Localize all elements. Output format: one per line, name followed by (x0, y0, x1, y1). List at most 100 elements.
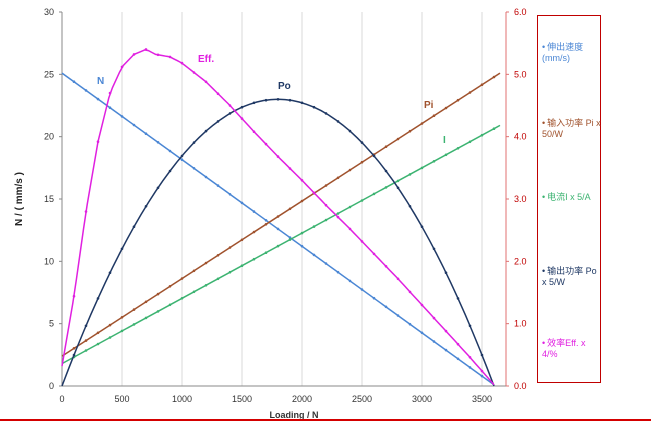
data-point (360, 240, 364, 243)
data-point (360, 160, 364, 164)
data-point (396, 137, 400, 141)
series-line-po (61, 98, 495, 387)
data-point (132, 225, 136, 228)
data-point (468, 91, 472, 94)
y-right-tick-label: 6.0 (514, 7, 527, 17)
data-point (480, 353, 484, 357)
data-point (120, 115, 124, 118)
data-point (180, 297, 184, 300)
data-point (120, 65, 124, 69)
data-point (192, 167, 196, 170)
data-point (144, 132, 148, 135)
data-point (276, 98, 280, 101)
legend-marker-icon: • (542, 338, 546, 348)
series-label-n: N (97, 76, 104, 87)
data-point (168, 55, 172, 59)
data-point (204, 261, 208, 265)
data-point (228, 193, 232, 196)
data-point (348, 205, 352, 209)
data-point (372, 192, 376, 196)
data-point (144, 300, 148, 304)
data-point (132, 308, 136, 311)
data-point (288, 98, 292, 102)
data-point (192, 141, 196, 144)
data-point (240, 238, 244, 242)
data-point (396, 186, 400, 190)
data-point (72, 347, 76, 350)
data-point (468, 366, 472, 369)
data-point (168, 149, 172, 153)
data-point (384, 186, 388, 189)
data-point (336, 215, 340, 219)
y-left-tick-label: 5 (49, 319, 54, 329)
data-point (288, 167, 292, 170)
data-point (204, 284, 208, 287)
data-point (216, 254, 220, 257)
y-left-tick-label: 10 (44, 256, 54, 266)
data-point (300, 101, 304, 105)
data-point (456, 98, 460, 102)
x-tick-label: 3500 (472, 394, 492, 404)
data-point (84, 339, 88, 342)
data-point (264, 219, 268, 222)
y-right-tick-label: 3.0 (514, 194, 527, 204)
y-left-tick-label: 20 (44, 132, 54, 142)
data-point (384, 169, 388, 173)
data-point (96, 140, 100, 143)
data-point (420, 166, 424, 170)
data-point (372, 252, 376, 256)
data-point (96, 97, 100, 101)
data-point (216, 120, 220, 123)
data-point (132, 323, 136, 326)
legend-item-output-power: • 输出功率 Po x 5/W (542, 266, 597, 287)
data-point (216, 184, 220, 187)
x-tick-label: 2000 (292, 394, 312, 404)
data-point (84, 89, 88, 92)
data-point (180, 61, 184, 65)
data-point (96, 342, 100, 346)
data-point (204, 129, 208, 133)
data-point (456, 342, 460, 346)
x-tick-label: 0 (59, 394, 64, 404)
data-point (420, 331, 424, 335)
data-point (72, 353, 76, 357)
data-point (132, 123, 136, 127)
data-point (180, 158, 184, 161)
data-point (384, 145, 388, 148)
data-point (372, 296, 376, 300)
data-point (228, 112, 232, 115)
data-point (180, 154, 184, 158)
data-point (180, 277, 184, 280)
x-axis-title: Loading / N (270, 410, 319, 420)
data-point (252, 130, 256, 133)
data-point (288, 207, 292, 211)
data-point (156, 53, 160, 57)
data-point (240, 264, 244, 268)
data-point (480, 374, 484, 378)
x-tick-label: 500 (114, 394, 129, 404)
data-point (432, 316, 436, 320)
data-point (432, 247, 436, 251)
data-point (468, 140, 472, 144)
legend-marker-icon: • (542, 192, 546, 202)
legend-item-input-power: • 输入功率 Pi x 50/W (542, 118, 601, 139)
bottom-divider (0, 419, 651, 421)
data-point (408, 290, 412, 294)
data-point (336, 212, 340, 215)
y-left-tick-label: 15 (44, 194, 54, 204)
data-point (324, 203, 328, 207)
y-right-tick-label: 4.0 (514, 132, 527, 142)
data-point (108, 91, 112, 95)
series-label-pi: Pi (424, 100, 434, 111)
data-point (168, 169, 172, 173)
y-left-tick-label: 0 (49, 381, 54, 391)
data-point (204, 80, 208, 84)
x-tick-label: 1000 (172, 394, 192, 404)
data-point (336, 270, 340, 274)
data-point (120, 247, 124, 251)
data-point (360, 141, 364, 144)
data-point (312, 191, 316, 195)
data-point (108, 323, 112, 327)
data-point (408, 173, 412, 176)
